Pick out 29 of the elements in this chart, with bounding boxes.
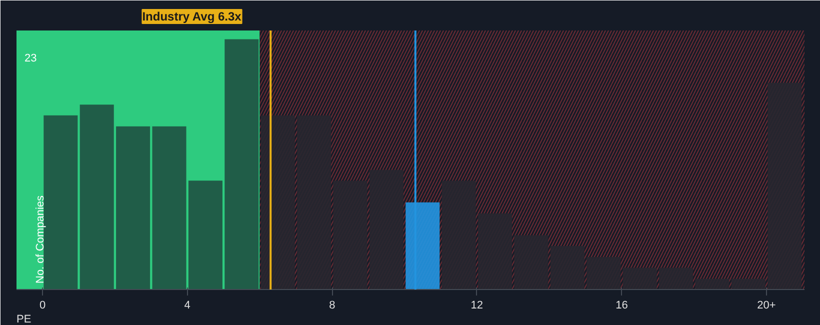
bar (333, 180, 368, 290)
bar (695, 278, 730, 290)
x-tick-label: 16 (616, 300, 628, 312)
bar (442, 180, 476, 290)
bar (478, 213, 512, 290)
bar (116, 126, 150, 290)
x-tick-label: 4 (184, 300, 190, 312)
bar (550, 246, 584, 290)
bar (369, 170, 404, 290)
bar (658, 268, 694, 290)
bar (622, 268, 657, 290)
bar (152, 126, 186, 290)
ref-line-label: Industry Avg 6.3x (142, 10, 242, 24)
x-tick-label: 8 (329, 300, 336, 312)
bar (224, 39, 259, 290)
bar (586, 256, 621, 290)
bar (80, 104, 114, 290)
x-axis-title: PE (16, 314, 32, 325)
bar (731, 278, 766, 290)
annotation: 23 (24, 52, 37, 64)
bar (514, 235, 548, 290)
x-tick-label: 12 (470, 300, 484, 312)
x-tick-label: 20+ (757, 300, 776, 312)
bar (768, 82, 802, 290)
bar (260, 115, 295, 290)
y-axis-title: No. of Companies (34, 194, 46, 284)
bar (297, 115, 332, 290)
bar (188, 180, 222, 290)
x-tick-label: 0 (40, 300, 46, 312)
